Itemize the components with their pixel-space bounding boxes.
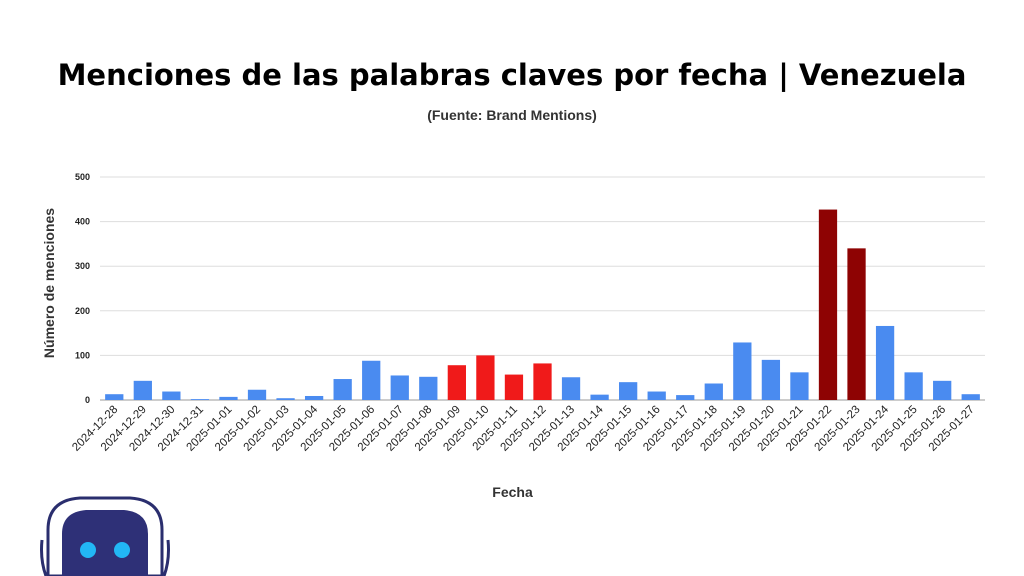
robot-icon xyxy=(40,496,170,576)
bar xyxy=(761,359,781,400)
bar xyxy=(447,365,466,400)
bar xyxy=(419,376,438,400)
bar xyxy=(105,394,124,400)
bar xyxy=(133,380,152,400)
bar xyxy=(590,394,609,400)
bar xyxy=(933,380,952,400)
bar xyxy=(247,389,267,400)
bar xyxy=(190,399,210,400)
bar xyxy=(875,325,895,400)
x-axis-label: Fecha xyxy=(492,484,533,500)
bar xyxy=(961,394,980,400)
bar xyxy=(818,209,838,400)
bar xyxy=(647,391,666,400)
bar xyxy=(676,395,695,400)
y-tick-label: 100 xyxy=(75,350,90,360)
bar xyxy=(790,372,809,400)
bar xyxy=(476,355,495,400)
bar xyxy=(304,395,324,400)
bar xyxy=(390,375,409,400)
y-axis-label: Número de menciones xyxy=(41,208,57,358)
bar xyxy=(561,377,581,400)
y-tick-label: 200 xyxy=(75,306,90,316)
bar xyxy=(162,391,181,400)
y-tick-label: 400 xyxy=(75,217,90,227)
bar xyxy=(276,398,295,400)
bar xyxy=(733,342,752,400)
chart-title: Menciones de las palabras claves por fec… xyxy=(57,58,967,92)
y-tick-label: 0 xyxy=(85,395,90,405)
bar xyxy=(504,374,524,400)
y-tick-label: 300 xyxy=(75,261,90,271)
bar xyxy=(362,360,381,400)
bar xyxy=(704,383,723,400)
bar xyxy=(847,248,866,400)
bar xyxy=(619,382,638,400)
chart-subtitle: (Fuente: Brand Mentions) xyxy=(427,107,597,123)
bar xyxy=(533,363,552,400)
bar xyxy=(333,379,352,400)
y-tick-label: 500 xyxy=(75,172,90,182)
bar xyxy=(904,372,923,400)
bar xyxy=(219,396,238,400)
